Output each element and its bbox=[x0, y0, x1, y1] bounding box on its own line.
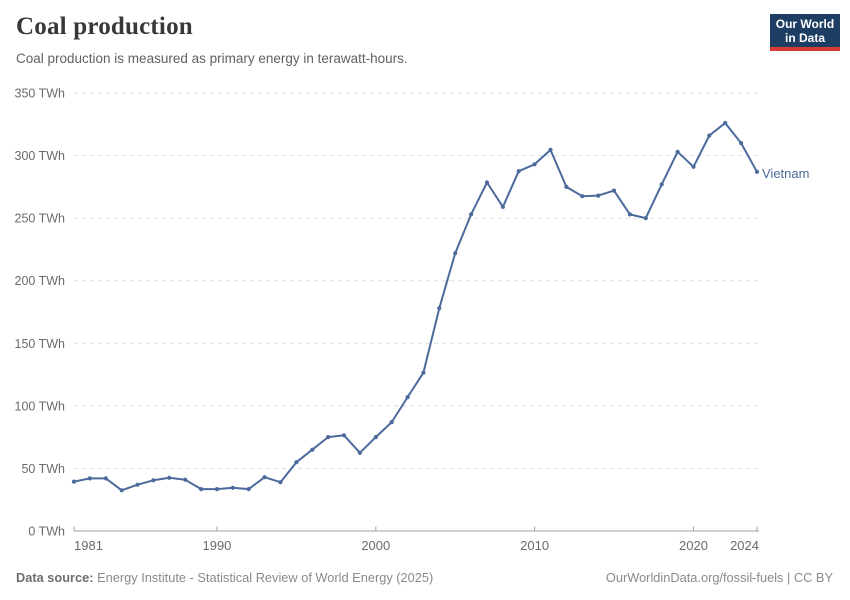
chart-title: Coal production bbox=[16, 13, 193, 40]
data-point[interactable] bbox=[405, 395, 410, 400]
x-axis-tick-label: 2020 bbox=[679, 538, 708, 553]
data-point[interactable] bbox=[469, 212, 474, 217]
y-axis-tick-label: 150 TWh bbox=[15, 337, 66, 351]
data-point[interactable] bbox=[119, 488, 124, 493]
x-axis-tick-label: 2000 bbox=[361, 538, 390, 553]
data-point[interactable] bbox=[389, 420, 394, 425]
data-point[interactable] bbox=[675, 149, 680, 154]
data-point[interactable] bbox=[548, 147, 553, 152]
data-point[interactable] bbox=[754, 169, 760, 174]
data-point[interactable] bbox=[357, 450, 362, 455]
data-point[interactable] bbox=[564, 184, 569, 189]
data-point[interactable] bbox=[341, 433, 347, 438]
x-axis-tick-label: 1981 bbox=[74, 538, 103, 553]
data-point[interactable] bbox=[326, 435, 331, 440]
data-source-label: Data source: bbox=[16, 570, 94, 585]
data-point[interactable] bbox=[167, 475, 172, 480]
x-axis-tick-label: 2010 bbox=[520, 538, 549, 553]
data-point[interactable] bbox=[691, 164, 696, 169]
series-label-vietnam[interactable]: Vietnam bbox=[762, 166, 810, 181]
data-point[interactable] bbox=[183, 477, 188, 482]
series-line-vietnam[interactable] bbox=[73, 122, 758, 492]
y-axis-tick-label: 200 TWh bbox=[15, 274, 66, 288]
owid-logo-line2: in Data bbox=[784, 30, 825, 45]
y-axis-tick-label: 250 TWh bbox=[15, 212, 66, 226]
footer-link[interactable]: OurWorldinData.org/fossil-fuels | CC BY bbox=[605, 570, 833, 585]
data-point[interactable] bbox=[87, 476, 92, 481]
x-axis-tick-label: 1990 bbox=[202, 538, 231, 553]
data-point[interactable] bbox=[230, 485, 235, 490]
data-point[interactable] bbox=[532, 162, 537, 167]
data-point[interactable] bbox=[484, 180, 490, 185]
data-point[interactable] bbox=[739, 141, 744, 146]
data-point[interactable] bbox=[707, 133, 712, 138]
data-point[interactable] bbox=[214, 487, 220, 492]
data-point[interactable] bbox=[643, 216, 648, 221]
data-point[interactable] bbox=[500, 204, 505, 209]
owid-logo[interactable]: Our World in Data bbox=[770, 14, 840, 51]
data-point[interactable] bbox=[580, 194, 585, 199]
data-point[interactable] bbox=[659, 182, 664, 187]
data-point[interactable] bbox=[596, 193, 601, 198]
data-point[interactable] bbox=[310, 447, 315, 452]
x-axis-tick-label: 2024 bbox=[730, 538, 759, 553]
data-point[interactable] bbox=[611, 188, 617, 193]
data-point[interactable] bbox=[627, 212, 633, 217]
data-point[interactable] bbox=[135, 482, 140, 487]
y-axis-tick-label: 0 TWh bbox=[28, 525, 65, 539]
data-point[interactable] bbox=[151, 478, 156, 483]
y-axis-tick-label: 350 TWh bbox=[15, 87, 66, 101]
data-point[interactable] bbox=[437, 306, 442, 311]
data-point[interactable] bbox=[103, 476, 108, 481]
y-axis-tick-label: 100 TWh bbox=[15, 399, 66, 413]
data-point[interactable] bbox=[262, 475, 267, 480]
data-point[interactable] bbox=[421, 370, 426, 375]
data-point[interactable] bbox=[71, 479, 77, 484]
data-point[interactable] bbox=[453, 251, 458, 256]
data-point[interactable] bbox=[294, 460, 299, 465]
data-source-text: Data source: Energy Institute - Statisti… bbox=[16, 570, 434, 585]
data-point[interactable] bbox=[246, 487, 251, 492]
data-point[interactable] bbox=[199, 487, 204, 492]
y-axis-tick-label: 300 TWh bbox=[15, 149, 66, 163]
y-axis-tick-label: 50 TWh bbox=[21, 462, 65, 476]
data-point[interactable] bbox=[373, 435, 378, 440]
data-point[interactable] bbox=[723, 120, 728, 126]
data-point[interactable] bbox=[278, 480, 283, 485]
chart-subtitle: Coal production is measured as primary e… bbox=[16, 51, 408, 66]
data-point[interactable] bbox=[516, 169, 521, 174]
owid-logo-line1: Our World bbox=[775, 16, 835, 31]
